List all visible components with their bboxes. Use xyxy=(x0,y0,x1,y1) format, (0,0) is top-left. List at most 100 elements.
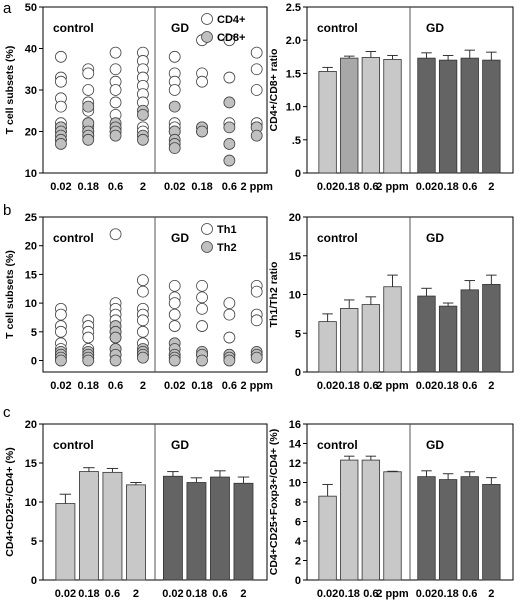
y-tick-label: 10 xyxy=(289,290,301,302)
x-tick-label: 2 ppm xyxy=(240,380,273,392)
panel-letter-c: c xyxy=(3,404,11,421)
data-point-th1 xyxy=(109,228,122,241)
y-tick-label: 5 xyxy=(295,328,301,340)
y-tick-label: 20 xyxy=(25,241,37,253)
data-point-th1 xyxy=(137,325,149,338)
x-tick-label: 0.02 xyxy=(416,181,437,193)
data-point-cd8 xyxy=(223,121,236,134)
data-point-th1 xyxy=(196,279,208,292)
y-axis-label: T cell subsets (%) xyxy=(4,250,16,339)
x-tick-label: 0.6 xyxy=(212,588,227,600)
data-point-th2 xyxy=(196,354,208,367)
data-point-th1 xyxy=(168,320,181,332)
x-tick-label: 0.18 xyxy=(78,588,99,600)
data-point-cd4 xyxy=(55,100,67,113)
x-tick-label: 2 ppm xyxy=(376,588,409,600)
x-tick-label: 0.02 xyxy=(317,588,338,600)
y-tick-label: 40 xyxy=(25,44,37,56)
y-tick-label: 1.5 xyxy=(286,68,301,80)
y-tick-label: 10 xyxy=(25,298,37,310)
x-tick-label: 2 xyxy=(488,588,494,600)
data-point-th2 xyxy=(109,331,122,344)
y-tick-label: 50 xyxy=(25,2,37,14)
x-tick-label: 0.6 xyxy=(462,380,477,392)
y-tick-label: 20 xyxy=(25,419,37,431)
y-tick-label: 10 xyxy=(25,168,37,180)
bar xyxy=(383,471,402,581)
data-point-cd4 xyxy=(250,63,263,76)
data-point-cd4 xyxy=(223,34,236,47)
data-point-th1 xyxy=(55,308,67,321)
x-tick-label: 0.18 xyxy=(191,181,212,193)
x-tick-label: 0.6 xyxy=(462,181,477,193)
group-label-gd: GD xyxy=(426,21,444,35)
data-point-th1 xyxy=(223,297,236,310)
data-point-th2 xyxy=(82,354,95,367)
bar xyxy=(361,459,381,581)
y-tick-label: 5 xyxy=(31,536,37,548)
y-tick-label: 20 xyxy=(289,212,301,224)
data-point-cd8 xyxy=(168,142,181,155)
panel-letter-a: a xyxy=(3,0,12,17)
data-point-th2 xyxy=(168,354,181,367)
data-point-cd4 xyxy=(250,46,263,59)
x-tick-label: 0.02 xyxy=(164,181,185,193)
x-tick-label: 0.02 xyxy=(416,380,437,392)
data-point-th1 xyxy=(137,285,149,298)
x-tick-label: 0.6 xyxy=(222,380,237,392)
x-tick-label: 2 xyxy=(140,181,146,193)
data-point-cd4 xyxy=(250,84,263,96)
data-point-cd4 xyxy=(168,84,181,96)
data-point-cd4 xyxy=(109,63,122,76)
data-point-cd4 xyxy=(82,84,95,96)
x-tick-label: 0.18 xyxy=(191,380,212,392)
data-point-th1 xyxy=(196,320,208,332)
y-tick-label: 2.0 xyxy=(286,35,301,47)
group-label-control: control xyxy=(53,438,94,452)
data-point-th1 xyxy=(168,308,181,321)
x-tick-label: 0.6 xyxy=(363,380,378,392)
data-point-cd8 xyxy=(82,133,95,146)
data-point-cd4 xyxy=(109,84,122,96)
y-tick-label: 25 xyxy=(25,212,37,224)
x-tick-label: 0.02 xyxy=(50,380,71,392)
y-tick-label: 15 xyxy=(25,269,37,281)
x-tick-label: 0.02 xyxy=(416,588,437,600)
x-tick-label: 0.6 xyxy=(462,588,477,600)
data-point-cd8 xyxy=(223,96,236,109)
x-tick-label: 0.18 xyxy=(339,588,360,600)
data-point-th1 xyxy=(196,291,208,304)
legend-marker xyxy=(201,13,213,25)
x-tick-label: 0.18 xyxy=(186,588,207,600)
group-label-gd: GD xyxy=(426,438,444,452)
x-tick-label: 0.6 xyxy=(108,380,123,392)
x-tick-label: 0.18 xyxy=(78,181,99,193)
data-point-th1 xyxy=(82,331,95,344)
bar xyxy=(417,476,436,581)
data-point-th1 xyxy=(250,314,263,327)
y-tick-label: 0 xyxy=(31,356,37,368)
legend-label: CD4+ xyxy=(217,14,245,26)
legend-label: CD8+ xyxy=(217,32,245,44)
data-point-cd8 xyxy=(55,138,67,150)
data-point-th1 xyxy=(137,274,149,287)
y-tick-label: 20 xyxy=(25,127,37,139)
data-point-cd4 xyxy=(82,67,95,80)
panel-letter-b: b xyxy=(3,202,12,219)
x-tick-label: 0.18 xyxy=(437,181,458,193)
data-point-th1 xyxy=(250,285,263,298)
data-point-th1 xyxy=(196,302,208,315)
group-label-gd: GD xyxy=(171,438,189,452)
x-tick-label: 2 xyxy=(488,181,494,193)
y-tick-label: 6 xyxy=(295,517,301,529)
data-point-th1 xyxy=(55,325,67,338)
y-tick-label: 0 xyxy=(295,168,301,180)
data-point-th2 xyxy=(109,354,122,367)
data-point-cd4 xyxy=(55,75,67,88)
x-tick-label: 0.6 xyxy=(363,181,378,193)
bar xyxy=(318,495,337,581)
